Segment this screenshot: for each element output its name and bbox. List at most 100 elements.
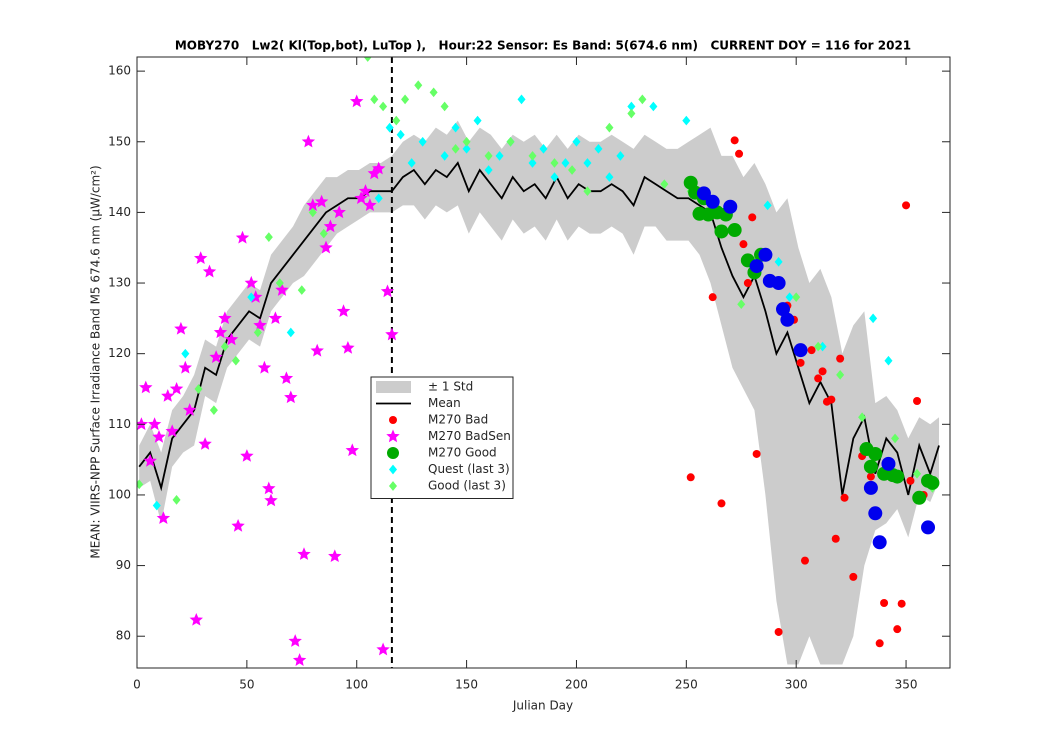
scatter-point [800,556,809,565]
scatter-point [310,343,324,357]
y-tick-label: 110 [108,417,131,431]
scatter-point [737,299,746,310]
scatter-point [319,228,328,239]
scatter-point [392,115,401,126]
scatter-point [858,412,867,423]
scatter-point [349,94,364,108]
scatter-point [682,115,691,126]
scatter-point [284,390,298,404]
scatter-point [178,360,192,374]
scatter-point [717,499,726,508]
scatter-point [627,108,636,119]
scatter-point [275,278,284,288]
scatter-point [137,479,144,490]
legend-swatch [389,416,397,424]
scatter-point [165,424,179,438]
y-tick-label: 130 [108,276,131,290]
scatter-point [605,122,614,133]
scatter-point [792,292,801,302]
scatter-point [301,134,316,148]
scatter-point [881,456,896,471]
scatter-point [314,194,329,208]
scatter-point [418,136,427,147]
scatter-point [752,449,761,458]
scatter-point [379,101,388,112]
scatter-point [780,312,795,327]
scatter-point [268,311,283,325]
y-axis-label: MEAN: VIIRS-NPP Surface Irradiance Band … [89,165,103,558]
scatter-point [735,149,744,158]
axes-box [136,56,951,669]
scatter-point [292,653,307,666]
x-axis-label: Julian Day [512,699,573,713]
scatter-point [774,627,783,636]
y-tick-label: 140 [108,205,131,219]
scatter-point [921,520,936,535]
scatter-point [380,284,395,298]
scatter-point [880,599,889,608]
scatter-point [884,355,893,366]
scatter-point [308,207,317,218]
x-tick-label: 200 [565,678,588,692]
plot-content [137,57,940,668]
scatter-point [484,165,493,175]
scatter-point [495,151,504,161]
scatter-point [727,223,742,238]
scatter-point [868,446,883,461]
scatter-point [209,350,223,363]
scatter-point [401,94,410,105]
scatter-point [708,293,717,302]
scatter-point [528,151,537,161]
scatter-point [376,642,390,656]
y-tick-label: 120 [108,346,131,360]
scatter-point [897,599,906,608]
y-tick-label: 100 [108,487,131,501]
legend-label: Mean [428,396,461,410]
y-tick-label: 90 [116,558,131,572]
scatter-point [875,639,884,648]
scatter-point [240,449,254,462]
scatter-point [235,230,250,244]
scatter-point [771,276,786,291]
scatter-point [264,232,273,242]
scatter-point [793,343,808,358]
scatter-point [374,193,383,204]
scatter-point [253,327,262,338]
scatter-point [796,358,805,367]
scatter-point [139,380,153,394]
scatter-point [451,122,460,133]
scatter-point [275,283,289,296]
scatter-point [902,201,911,210]
scatter-point [372,161,386,175]
scatter-point [749,259,764,274]
scatter-point [231,518,245,532]
scatter-point [462,144,471,154]
scatter-point [156,511,171,524]
scatter-point [358,184,373,197]
scatter-point [550,172,559,182]
scatter-point [370,94,379,105]
scatter-point [550,158,559,168]
y-tick-label: 150 [108,134,131,148]
scatter-point [723,199,738,214]
scatter-point [814,374,823,383]
scatter-point [440,101,449,112]
legend-label: ± 1 Std [428,380,473,394]
scatter-point [890,469,905,484]
scatter-point [561,158,570,168]
x-tick-label: 250 [675,678,698,692]
scatter-point [730,136,739,145]
scatter-point [913,468,922,479]
legend-label: M270 Good [428,446,497,460]
scatter-point [785,292,794,302]
scatter-point [776,302,791,317]
scatter-point [209,405,218,416]
scatter-point [831,534,840,543]
scatter-point [262,481,276,495]
legend-label: M270 BadSen [428,429,511,443]
scatter-point [849,572,858,581]
scatter-point [872,535,887,550]
scatter-point [583,186,592,197]
scatter-point [147,417,162,431]
